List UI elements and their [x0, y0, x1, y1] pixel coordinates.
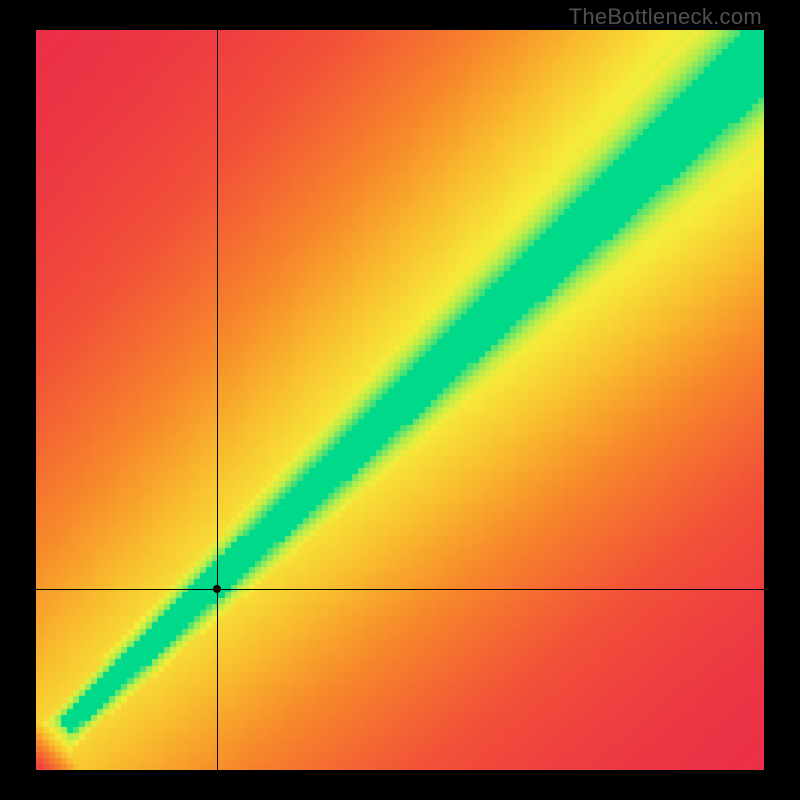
crosshair-horizontal-line: [36, 589, 764, 590]
plot-area: [36, 30, 764, 770]
selection-marker[interactable]: [213, 585, 221, 593]
bottleneck-heatmap: [36, 30, 764, 770]
crosshair-vertical-line: [217, 30, 218, 770]
watermark: TheBottleneck.com: [569, 4, 762, 30]
